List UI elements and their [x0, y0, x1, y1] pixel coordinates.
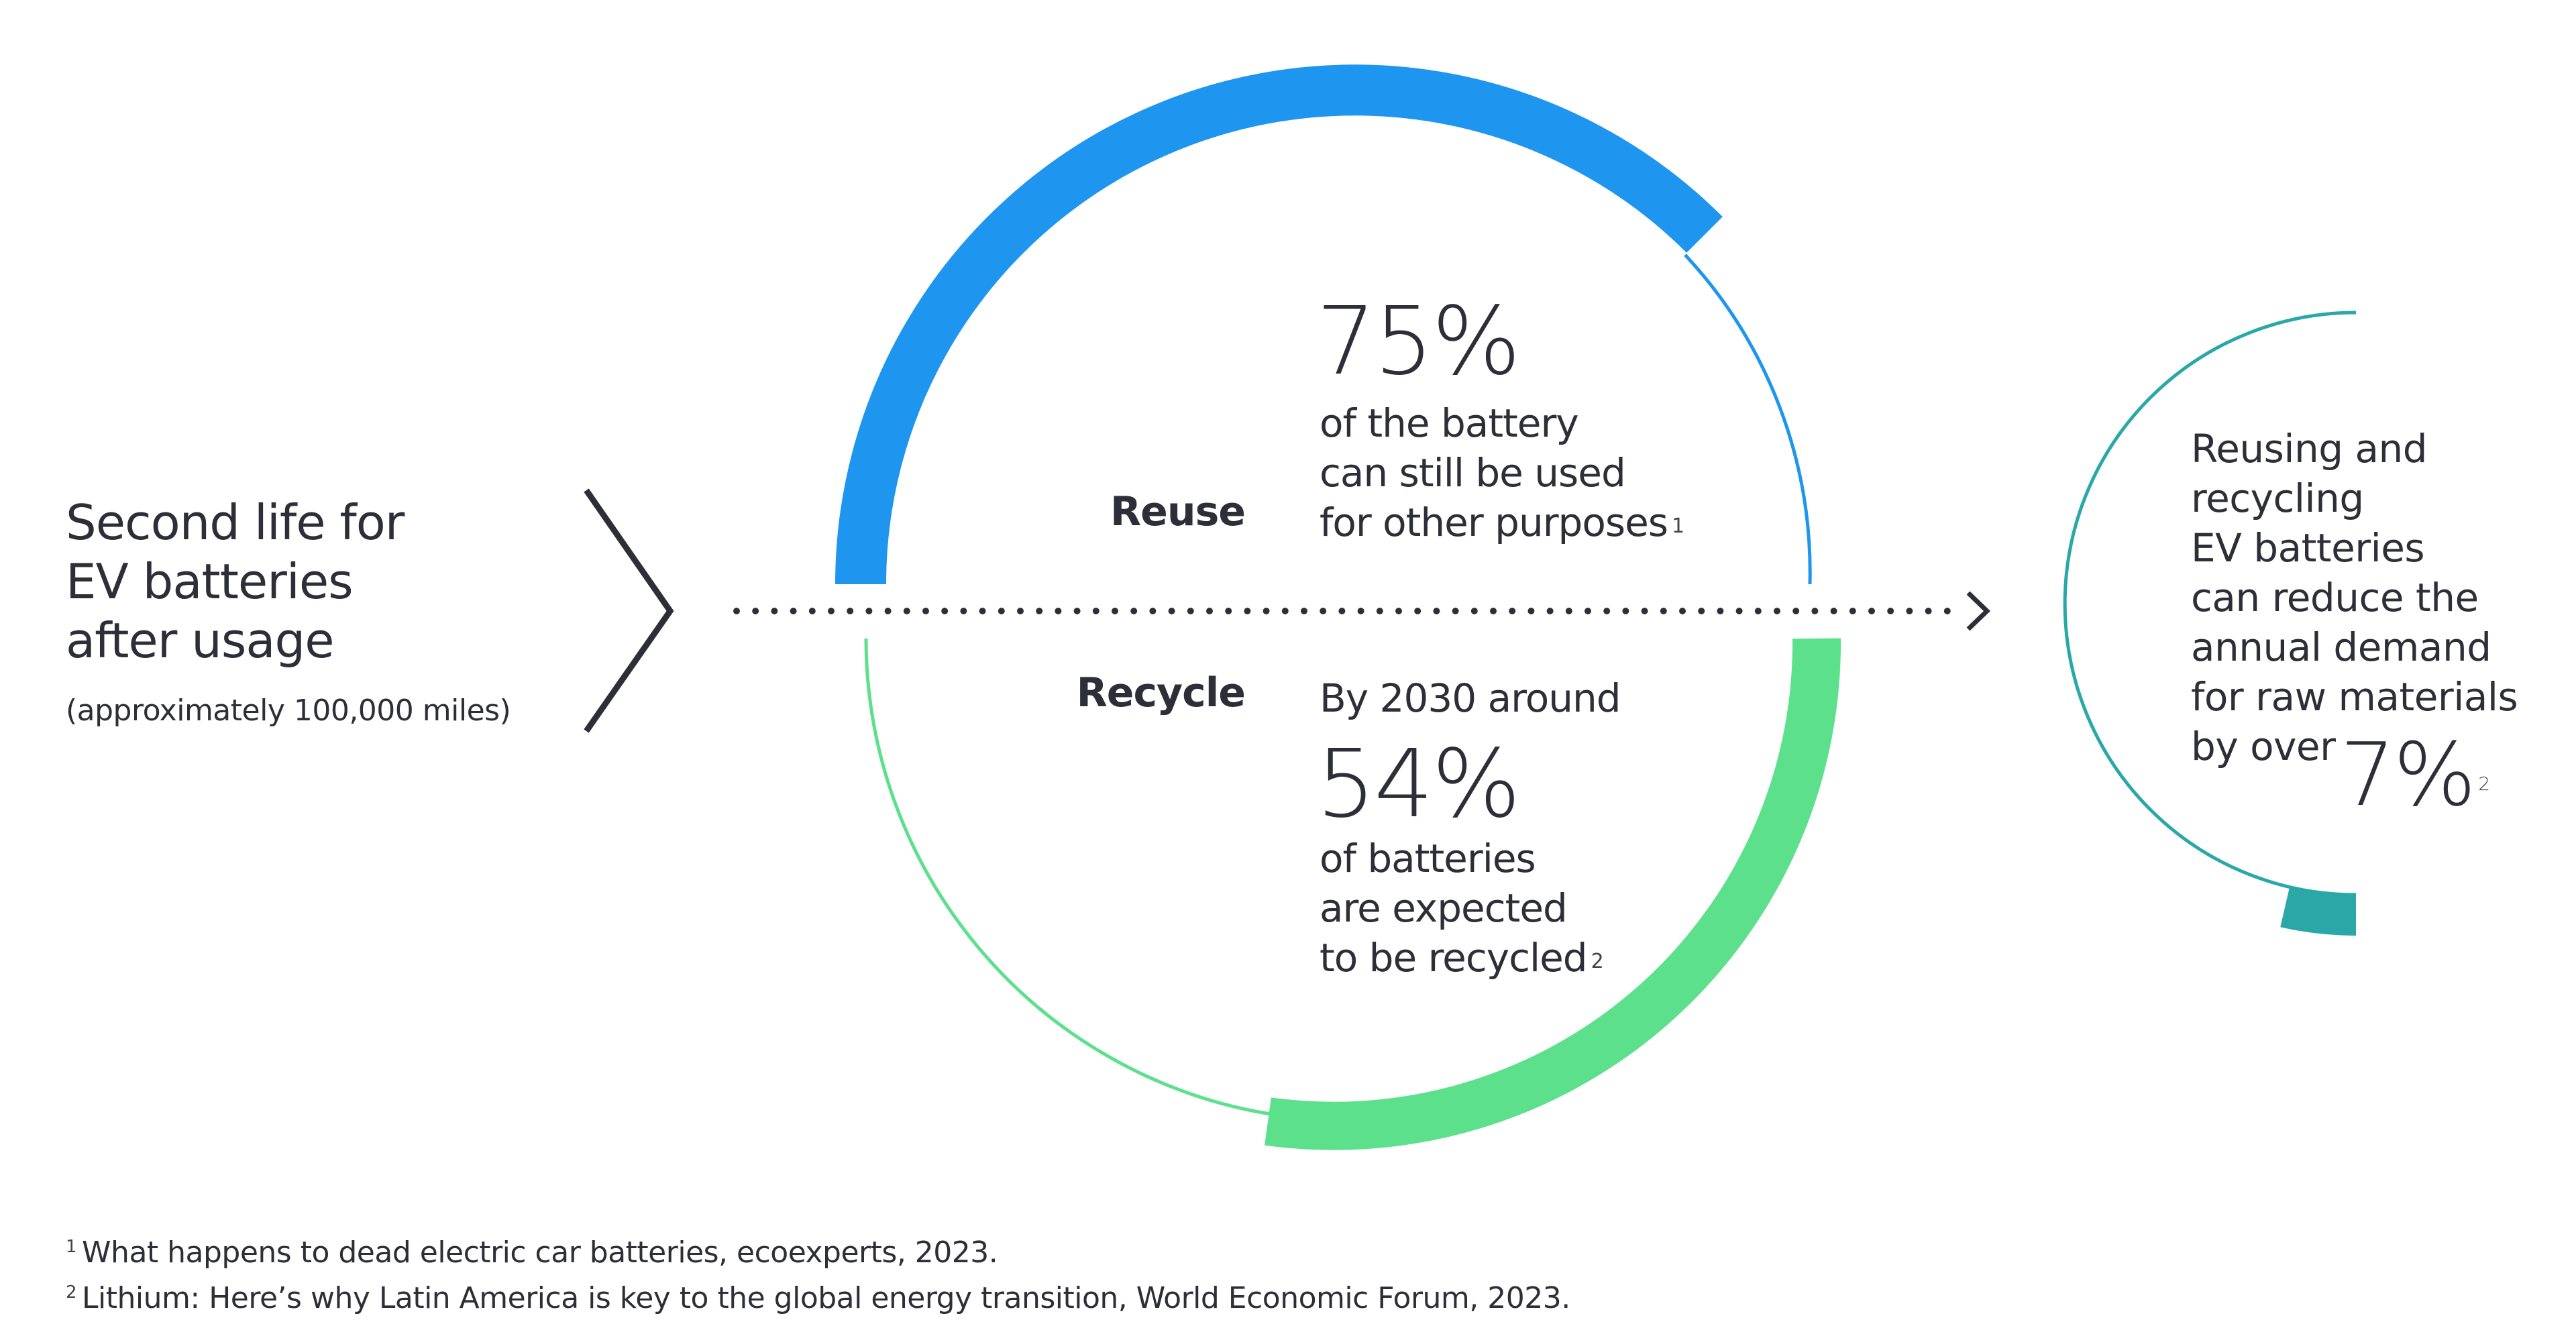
intro-title-line: EV batteries	[66, 553, 354, 610]
impact-arc	[2063, 311, 2357, 897]
footnote-2: 2 Lithium: Here’s why Latin America is ke…	[66, 1281, 1570, 1315]
impact-value: 7% 2	[2340, 724, 2490, 826]
recycle-value: 54%	[1316, 730, 1521, 839]
impact-text: Reusing and recycling EV batteries can r…	[2191, 424, 2518, 771]
impact-progress-arc	[2280, 887, 2357, 936]
impact-line: Reusing and	[2191, 426, 2428, 472]
recycle-desc-line: are expected	[1320, 885, 1568, 931]
reuse-value: 75%	[1316, 287, 1521, 396]
footnote-ref: 1	[1671, 514, 1684, 538]
impact-line: annual demand	[2191, 624, 2491, 670]
intro-title-line: after usage	[66, 612, 334, 669]
reuse-desc-line: can still be used	[1320, 450, 1626, 496]
reuse-desc-line: for other purposes 1	[1320, 500, 1684, 545]
recycle-lead: By 2030 around	[1320, 675, 1621, 721]
reuse-remainder-arc	[1684, 254, 1812, 585]
intro-subtitle: (approximately 100,000 miles)	[66, 694, 511, 728]
intro-title: Second life for EV batteries after usage	[66, 493, 405, 670]
recycle-progress-arc	[1265, 638, 1841, 1150]
footnote-1: 1 What happens to dead electric car batte…	[66, 1235, 998, 1270]
reuse-label: Reuse	[1110, 488, 1246, 535]
impact-line: for raw materials	[2191, 674, 2518, 720]
impact-line: can reduce the	[2191, 575, 2479, 620]
chevron-right-icon	[584, 488, 674, 733]
impact-line: by over	[2191, 724, 2336, 769]
recycle-desc-line: to be recycled 2	[1320, 935, 1604, 981]
footnote-ref: 2	[1591, 950, 1604, 973]
recycle-label: Recycle	[1076, 669, 1246, 716]
reuse-description: of the battery can still be used for oth…	[1320, 398, 1684, 547]
impact-line: EV batteries	[2191, 525, 2425, 571]
reuse-progress-arc	[835, 64, 1723, 585]
arrow-right-icon	[1966, 591, 1991, 631]
intro-title-line: Second life for	[66, 494, 405, 551]
reuse-desc-line: of the battery	[1320, 400, 1579, 446]
footnote-ref: 2	[2478, 773, 2490, 795]
recycle-remainder-arc	[864, 638, 1275, 1117]
impact-line: recycling	[2191, 476, 2364, 521]
recycle-description: of batteries are expected to be recycled…	[1320, 834, 1604, 983]
recycle-desc-line: of batteries	[1320, 836, 1536, 881]
